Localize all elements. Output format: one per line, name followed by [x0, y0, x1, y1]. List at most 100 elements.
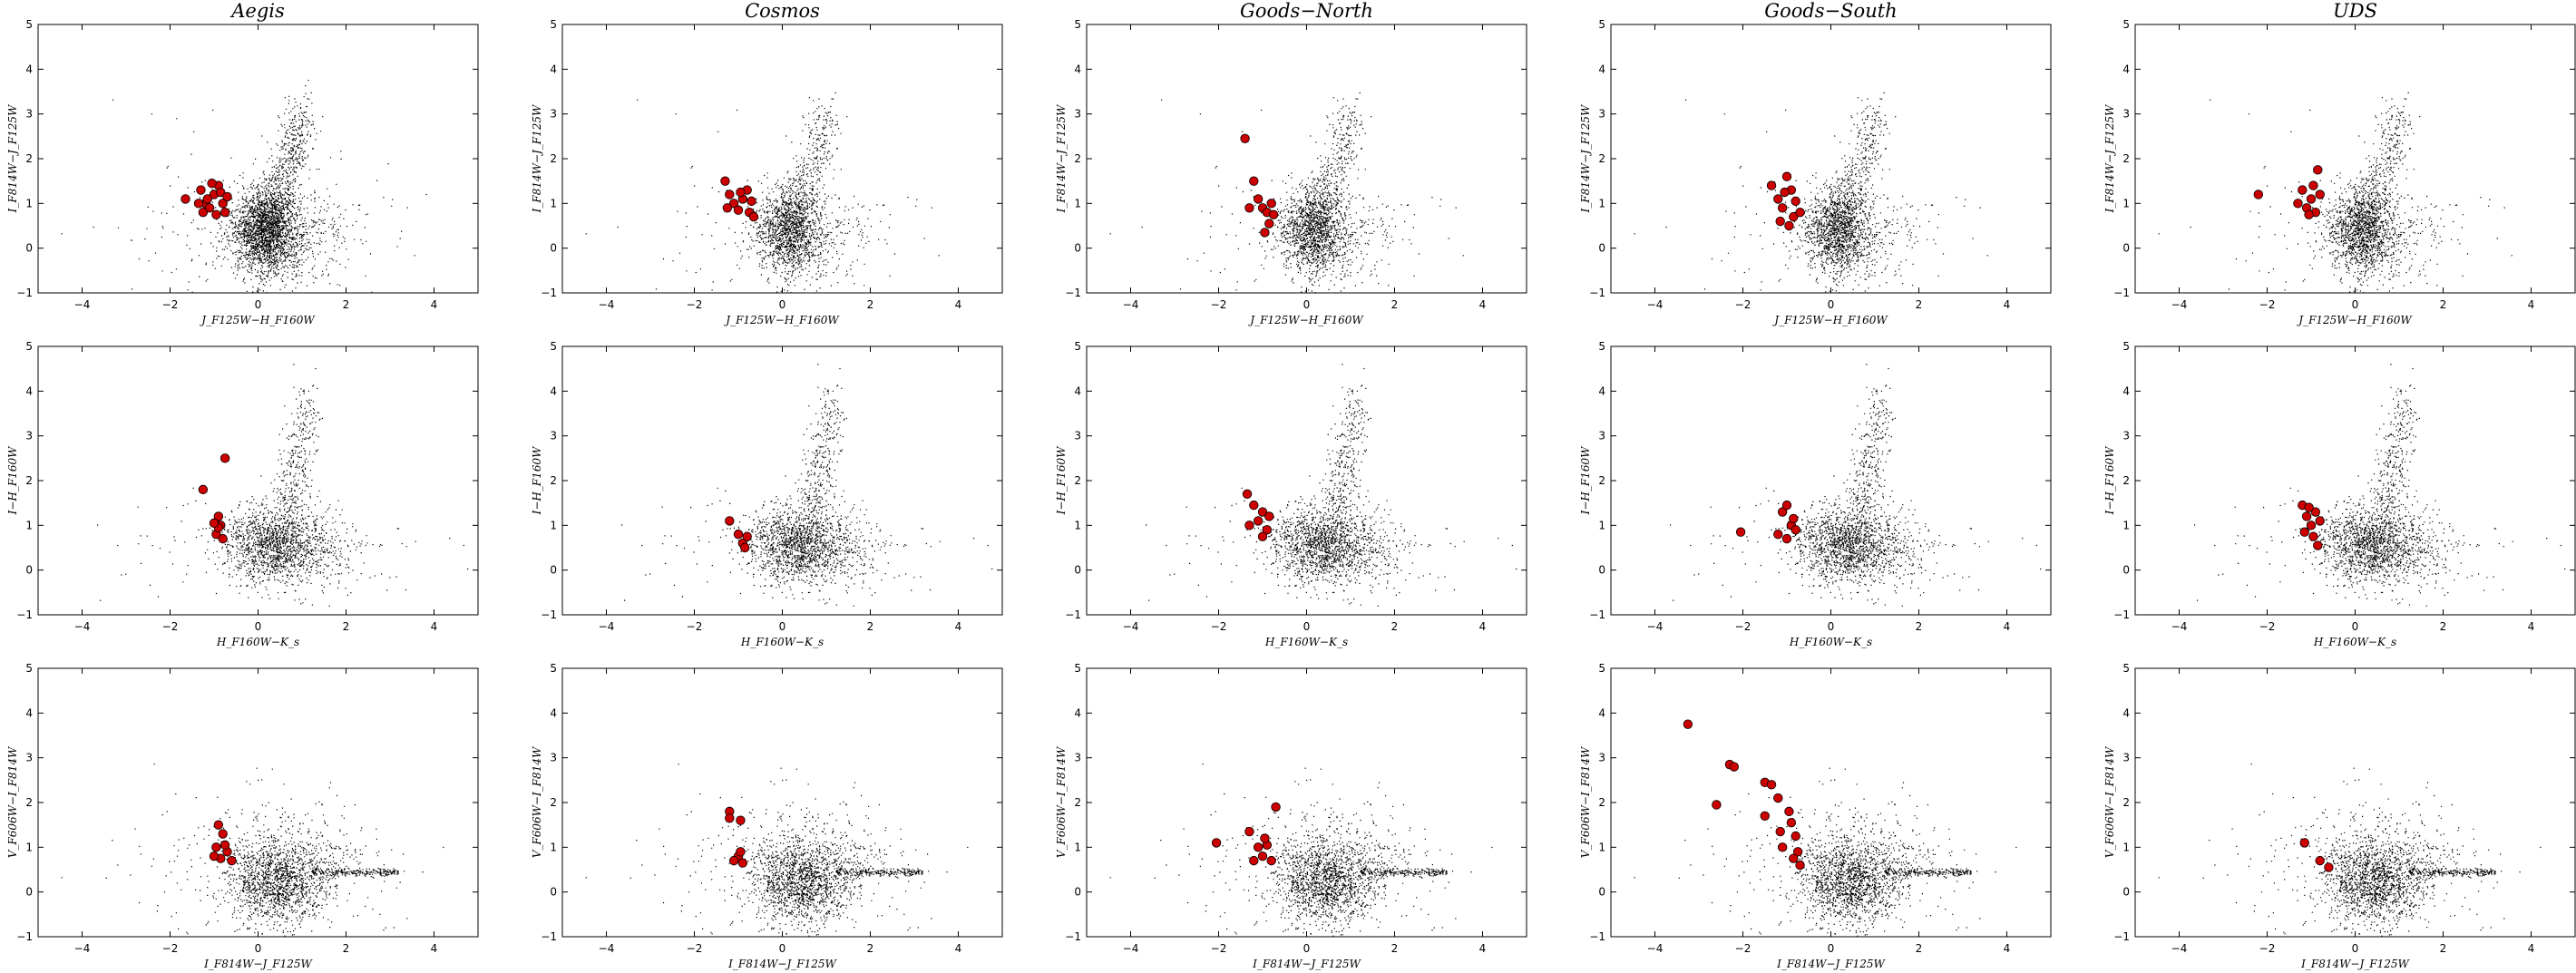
x-tick-label: 0 — [2352, 620, 2359, 633]
y-tick-label: 5 — [2122, 662, 2130, 675]
x-tick-label: 4 — [1479, 620, 1487, 633]
y-tick-label: 1 — [2122, 519, 2130, 531]
x-tick-label: −4 — [2171, 298, 2188, 311]
candidate-point — [214, 821, 223, 830]
candidate-point — [747, 197, 756, 206]
y-tick-label: 0 — [1074, 242, 1081, 255]
y-axis-label: I_F814W−J_F125W — [1055, 103, 1068, 213]
x-tick-label: −4 — [599, 620, 615, 633]
candidate-point — [2316, 856, 2325, 865]
x-tick-label: 2 — [867, 942, 874, 955]
candidate-point — [1730, 763, 1739, 772]
y-tick-label: 3 — [1598, 430, 1605, 443]
y-tick-label: 3 — [550, 430, 557, 443]
x-tick-label: −2 — [1211, 942, 1227, 955]
x-tick-label: −4 — [1123, 620, 1139, 633]
y-tick-label: 2 — [25, 796, 33, 809]
y-tick-label: 5 — [25, 662, 33, 675]
y-tick-label: −1 — [1065, 930, 1081, 943]
candidate-point — [210, 519, 219, 528]
x-tick-label: 2 — [343, 620, 350, 633]
y-tick-label: 2 — [1074, 152, 1081, 165]
y-tick-label: 1 — [1598, 841, 1605, 853]
x-tick-label: 0 — [2352, 298, 2359, 311]
candidate-point — [228, 856, 237, 865]
candidate-point — [197, 186, 206, 195]
x-axis-label: H_F160W−K_s — [740, 636, 824, 648]
candidate-point — [220, 208, 229, 217]
x-axis-label: J_F125W−H_F160W — [1247, 314, 1364, 326]
y-tick-label: 2 — [550, 796, 557, 809]
x-tick-label: −2 — [1735, 620, 1751, 633]
y-tick-label: 1 — [1074, 519, 1081, 531]
y-tick-label: 5 — [1074, 662, 1081, 675]
y-tick-label: 4 — [2122, 63, 2130, 75]
candidate-point — [2309, 181, 2318, 190]
y-tick-label: 2 — [2122, 152, 2130, 165]
candidate-point — [734, 206, 743, 215]
x-tick-label: −4 — [1647, 620, 1664, 633]
x-axis-label: J_F125W−H_F160W — [199, 314, 316, 326]
candidate-point — [726, 813, 735, 822]
y-tick-label: 1 — [2122, 841, 2130, 853]
y-tick-label: 4 — [550, 63, 557, 75]
x-tick-label: −2 — [2259, 620, 2276, 633]
y-tick-label: 0 — [550, 886, 557, 899]
y-tick-label: −1 — [1589, 930, 1605, 943]
candidate-point — [734, 530, 743, 539]
y-tick-label: 0 — [25, 242, 33, 255]
candidate-point — [2316, 190, 2325, 199]
y-tick-label: −1 — [1065, 287, 1081, 299]
x-tick-label: 4 — [431, 942, 438, 955]
candidate-point — [1267, 199, 1276, 209]
y-tick-label: −1 — [541, 930, 557, 943]
x-tick-label: −2 — [1211, 620, 1227, 633]
y-tick-label: 0 — [1074, 886, 1081, 899]
x-tick-label: −2 — [162, 298, 179, 311]
candidate-point — [1712, 801, 1722, 810]
y-axis-label: I−H_F160W — [6, 445, 19, 515]
candidate-point — [1261, 834, 1270, 843]
candidate-point — [1778, 843, 1787, 852]
y-tick-label: 2 — [550, 474, 557, 487]
candidate-point — [749, 212, 758, 221]
x-tick-label: 0 — [255, 298, 262, 311]
candidate-point — [1245, 203, 1254, 212]
candidate-point — [1761, 812, 1770, 821]
x-axis-label: H_F160W−K_s — [2313, 636, 2396, 648]
x-tick-label: 2 — [2440, 620, 2447, 633]
candidate-point — [1272, 803, 1281, 812]
candidate-point — [726, 517, 735, 526]
x-tick-label: −4 — [1123, 298, 1139, 311]
y-axis-label: I−H_F160W — [1055, 445, 1068, 515]
y-axis-label: I_F814W−J_F125W — [531, 103, 543, 213]
panel-title: Aegis — [229, 0, 285, 22]
y-tick-label: −1 — [1589, 287, 1605, 299]
x-tick-label: −4 — [2171, 620, 2188, 633]
x-tick-label: 4 — [1479, 298, 1487, 311]
y-tick-label: 0 — [1598, 564, 1605, 577]
candidate-point — [1774, 530, 1783, 539]
y-tick-label: 4 — [550, 384, 557, 397]
x-tick-label: 4 — [2004, 620, 2011, 633]
y-tick-label: 1 — [2122, 197, 2130, 209]
y-tick-label: 1 — [25, 519, 33, 531]
x-tick-label: 0 — [779, 942, 786, 955]
candidate-point — [2309, 532, 2318, 541]
candidate-point — [1785, 221, 1794, 230]
candidate-point — [1250, 501, 1259, 510]
x-tick-label: 0 — [1303, 620, 1311, 633]
candidate-point — [1243, 490, 1252, 499]
x-tick-label: −4 — [1647, 298, 1664, 311]
candidate-point — [1767, 780, 1776, 789]
y-tick-label: 1 — [1598, 519, 1605, 531]
y-tick-label: 4 — [1598, 63, 1605, 75]
x-axis-label: I_F814W−J_F125W — [727, 958, 837, 970]
y-tick-label: 5 — [550, 18, 557, 31]
candidate-point — [2302, 512, 2311, 521]
candidate-point — [1774, 793, 1783, 803]
y-tick-label: −1 — [541, 287, 557, 299]
x-tick-label: −4 — [2171, 942, 2188, 955]
y-tick-label: 5 — [1598, 18, 1605, 31]
